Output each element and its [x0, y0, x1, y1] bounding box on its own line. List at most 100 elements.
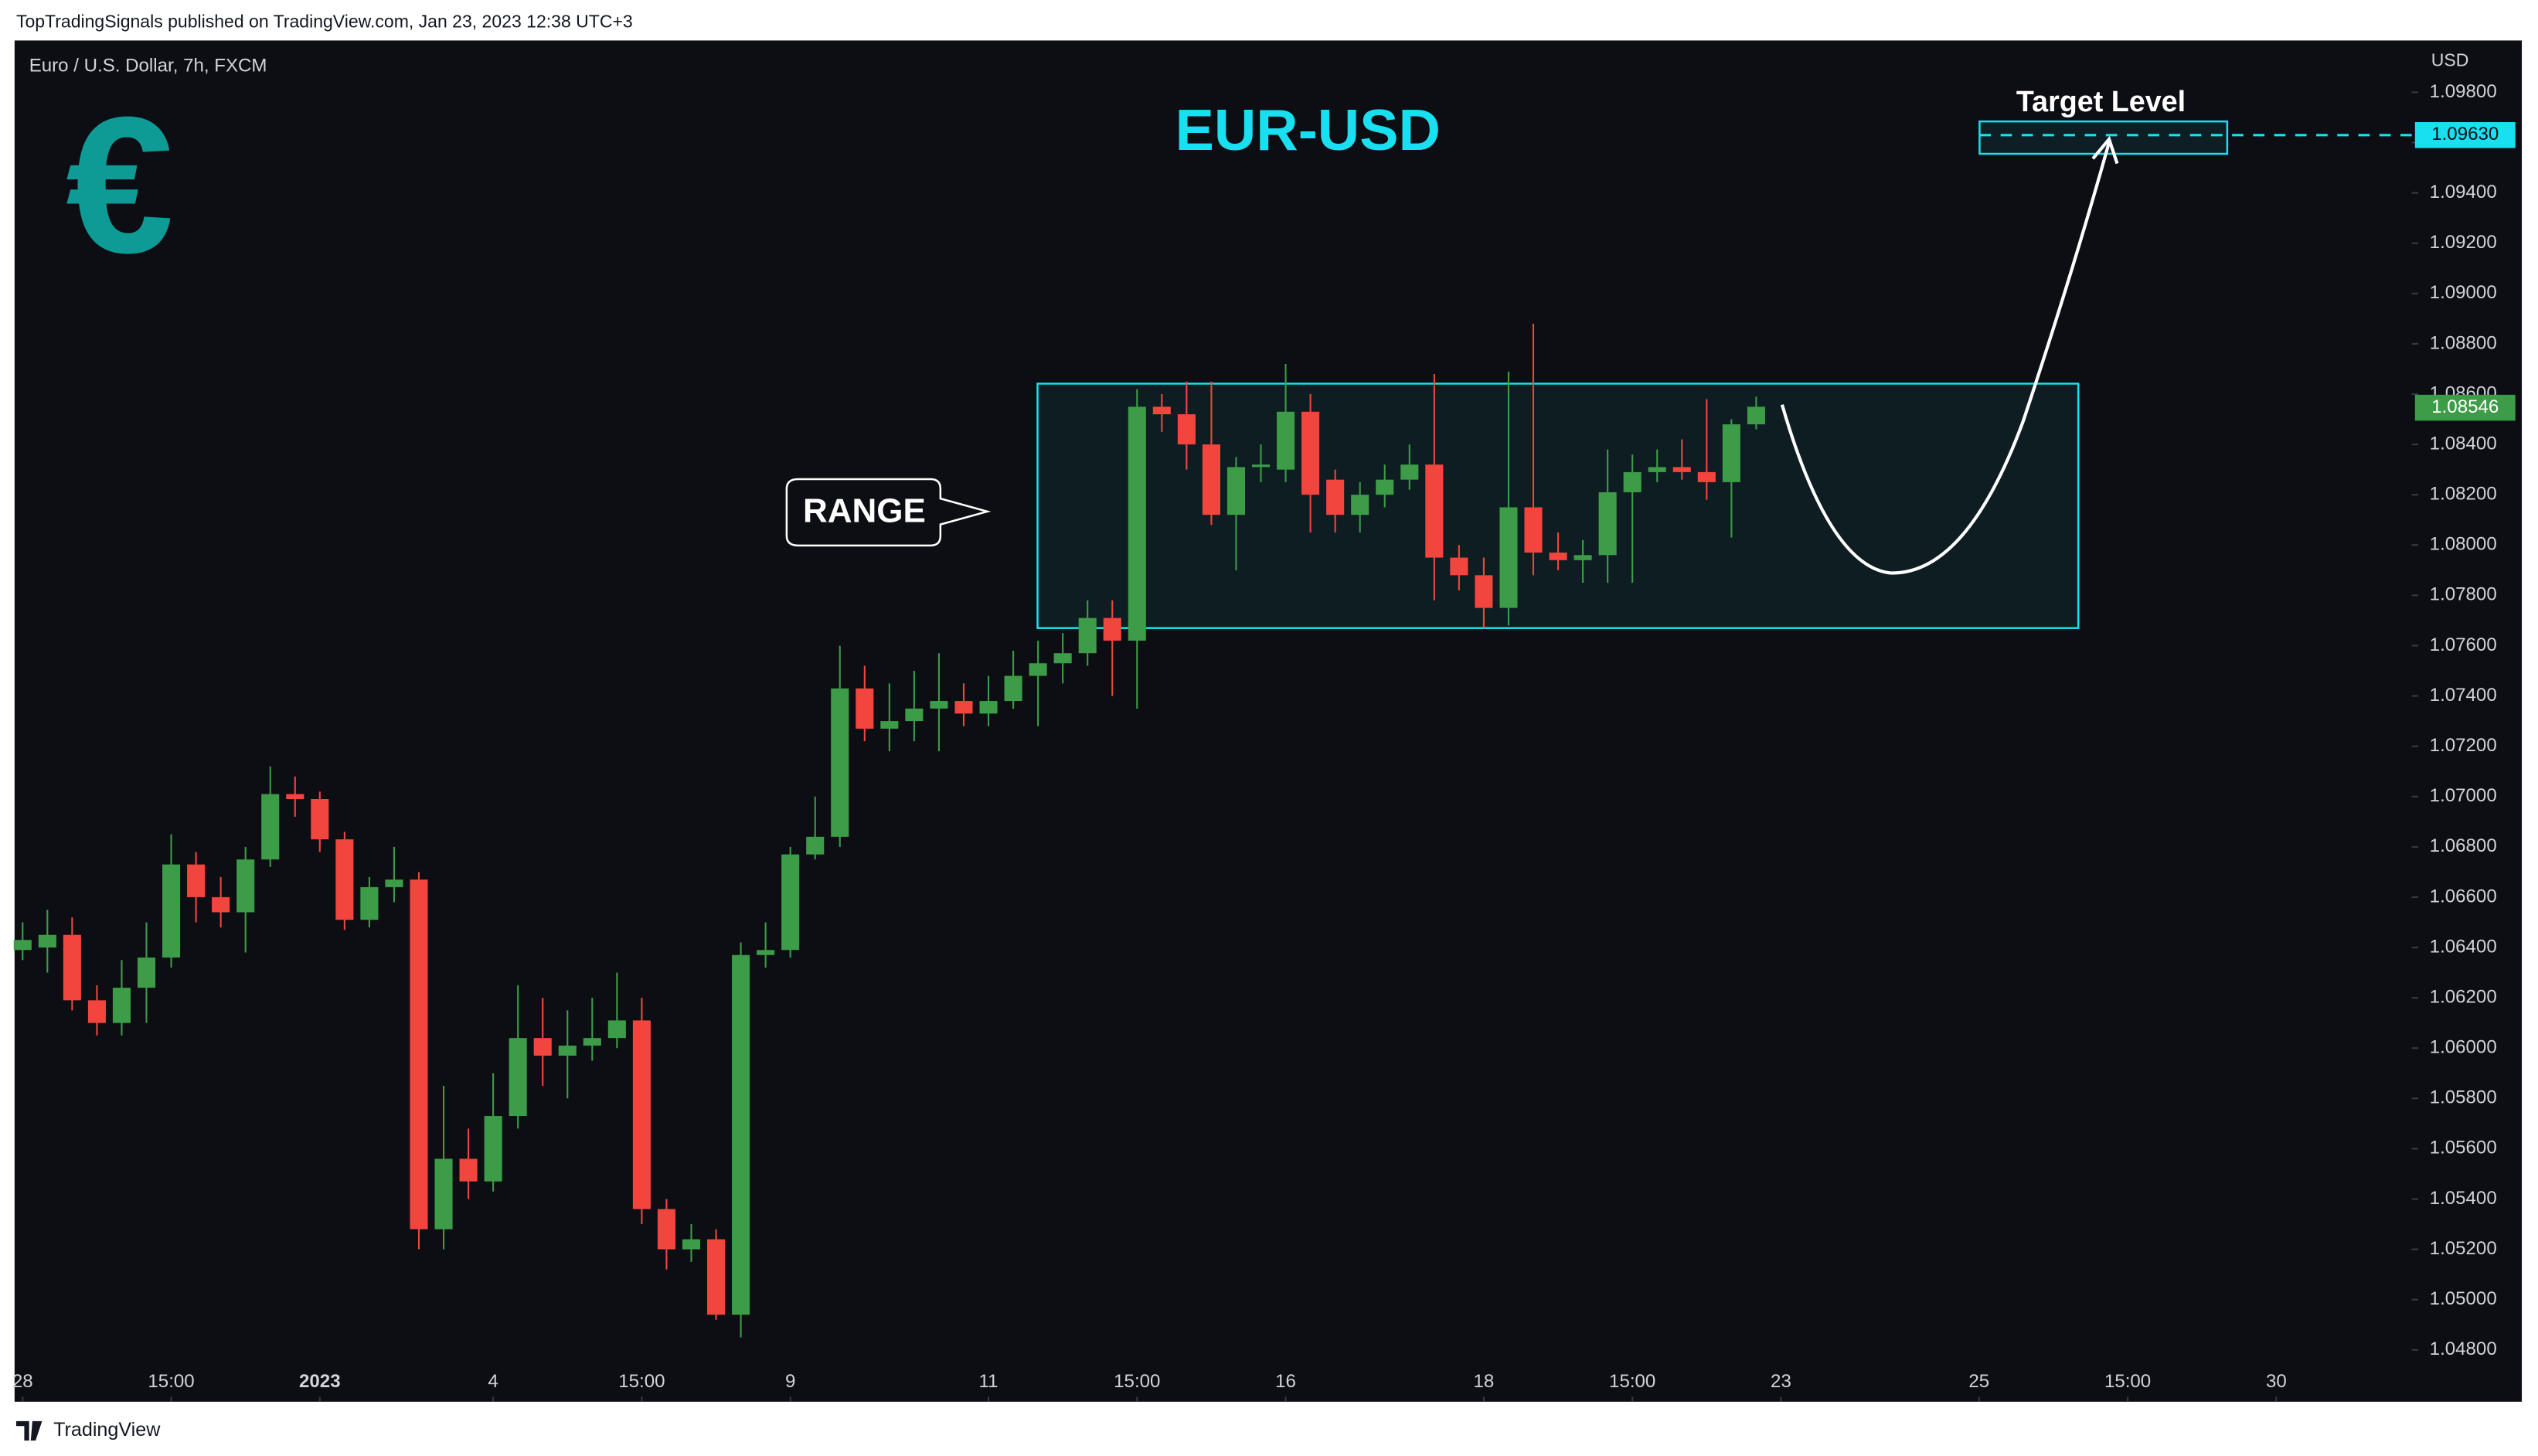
y-tick-label: 1.08000 — [2430, 534, 2497, 555]
candle-body — [63, 934, 81, 1001]
candle-body — [880, 721, 899, 729]
y-tick-label: 1.07200 — [2430, 735, 2497, 756]
range-label: RANGE — [803, 492, 926, 530]
candle-body — [1152, 407, 1171, 415]
candle-body — [13, 940, 32, 951]
candle-body — [311, 798, 329, 840]
candle-body — [509, 1038, 527, 1117]
x-tick-label: 9 — [785, 1371, 795, 1392]
candle-body — [1524, 507, 1543, 553]
x-tick-label: 30 — [2266, 1371, 2287, 1392]
y-tick-label: 1.07800 — [2430, 584, 2497, 605]
candle-body — [1301, 411, 1320, 495]
target-label: Target Level — [2016, 85, 2186, 117]
candle-body — [1648, 467, 1666, 472]
candle-body — [1450, 557, 1468, 576]
y-tick-label: 1.07000 — [2430, 785, 2497, 806]
y-tick-label: 1.09200 — [2430, 232, 2497, 253]
candle-body — [137, 958, 156, 988]
x-tick-label: 28 — [12, 1371, 33, 1392]
x-tick-label: 15:00 — [2104, 1371, 2151, 1392]
candle-body — [1177, 414, 1196, 445]
x-tick-label: 15:00 — [1609, 1371, 1655, 1392]
x-tick-label: 23 — [1771, 1371, 1791, 1392]
candle-body — [1351, 495, 1369, 515]
candle-body — [1376, 479, 1394, 495]
y-tick-label: 1.09800 — [2430, 81, 2497, 102]
target-price-label: 1.09630 — [2431, 124, 2499, 145]
x-tick-label: 15:00 — [1114, 1371, 1160, 1392]
chart-background — [14, 40, 2523, 1402]
candle-body — [607, 1020, 626, 1039]
currency-label: USD — [2431, 50, 2469, 70]
candle-body — [434, 1158, 453, 1230]
candle-body — [385, 879, 403, 887]
y-tick-label: 1.06600 — [2430, 886, 2497, 907]
candle-body — [930, 701, 948, 709]
candle-body — [261, 794, 280, 860]
candle-body — [410, 879, 428, 1230]
candle-body — [1722, 424, 1740, 482]
y-tick-label: 1.05400 — [2430, 1188, 2497, 1209]
last-price-box — [2414, 394, 2516, 421]
candle-body — [1103, 617, 1121, 641]
candle-body — [831, 688, 849, 837]
target-price-box — [2414, 122, 2516, 148]
candle-body — [1549, 553, 1567, 560]
candle-body — [757, 950, 775, 955]
candle-body — [38, 934, 56, 948]
y-tick-label: 1.06800 — [2430, 835, 2497, 856]
candle-body — [806, 836, 825, 855]
candle-body — [1672, 467, 1691, 472]
candle-body — [1747, 407, 1765, 425]
candle-body — [1475, 575, 1493, 608]
candle-body — [1277, 411, 1295, 470]
target-box — [1978, 120, 2229, 155]
candle-body — [162, 864, 181, 958]
candle-body — [732, 954, 750, 1315]
candle-body — [905, 708, 924, 722]
candle-body — [335, 839, 354, 920]
candle-body — [1053, 653, 1072, 664]
y-tick-label: 1.08800 — [2430, 332, 2497, 353]
x-tick-label: 16 — [1275, 1371, 1296, 1392]
y-tick-label: 1.05600 — [2430, 1138, 2497, 1158]
x-tick-label: 25 — [1968, 1371, 1989, 1392]
candle-body — [632, 1020, 651, 1209]
candle-body — [1623, 471, 1642, 492]
x-tick-label: 15:00 — [618, 1371, 665, 1392]
footer-brand: TradingView — [53, 1419, 161, 1441]
candle-body — [87, 1000, 106, 1023]
candle-body — [781, 854, 800, 951]
candle-body — [112, 988, 131, 1023]
candle-body — [1326, 479, 1345, 515]
y-tick-label: 1.09400 — [2430, 182, 2497, 202]
candle-body — [1004, 675, 1022, 702]
candle-body — [558, 1045, 577, 1056]
candle-body — [484, 1116, 502, 1182]
publish-info: TopTradingSignals published on TradingVi… — [16, 11, 633, 31]
y-tick-label: 1.09000 — [2430, 282, 2497, 303]
candle-body — [1202, 444, 1220, 515]
x-tick-label: 2023 — [299, 1371, 341, 1392]
candle-body — [657, 1209, 675, 1250]
x-tick-label: 18 — [1474, 1371, 1495, 1392]
candle-body — [360, 886, 379, 920]
candle-body — [1029, 663, 1047, 676]
y-tick-label: 1.07600 — [2430, 634, 2497, 655]
candle-body — [533, 1038, 552, 1056]
last-price-label: 1.08546 — [2431, 396, 2499, 417]
candle-body — [1078, 617, 1097, 654]
plot: 1.04800 1.05000 1.05200 1.05400 1.05600 1.058… — [12, 81, 2516, 1402]
y-tick-label: 1.05800 — [2430, 1087, 2497, 1108]
x-tick-label: 4 — [488, 1371, 498, 1392]
candle-body — [583, 1038, 601, 1046]
candle-body — [1697, 471, 1716, 482]
y-tick-label: 1.06000 — [2430, 1037, 2497, 1058]
candle-body — [1251, 464, 1271, 468]
candle-body — [856, 688, 874, 729]
candle-body — [236, 859, 255, 913]
candle-body — [1425, 464, 1444, 558]
